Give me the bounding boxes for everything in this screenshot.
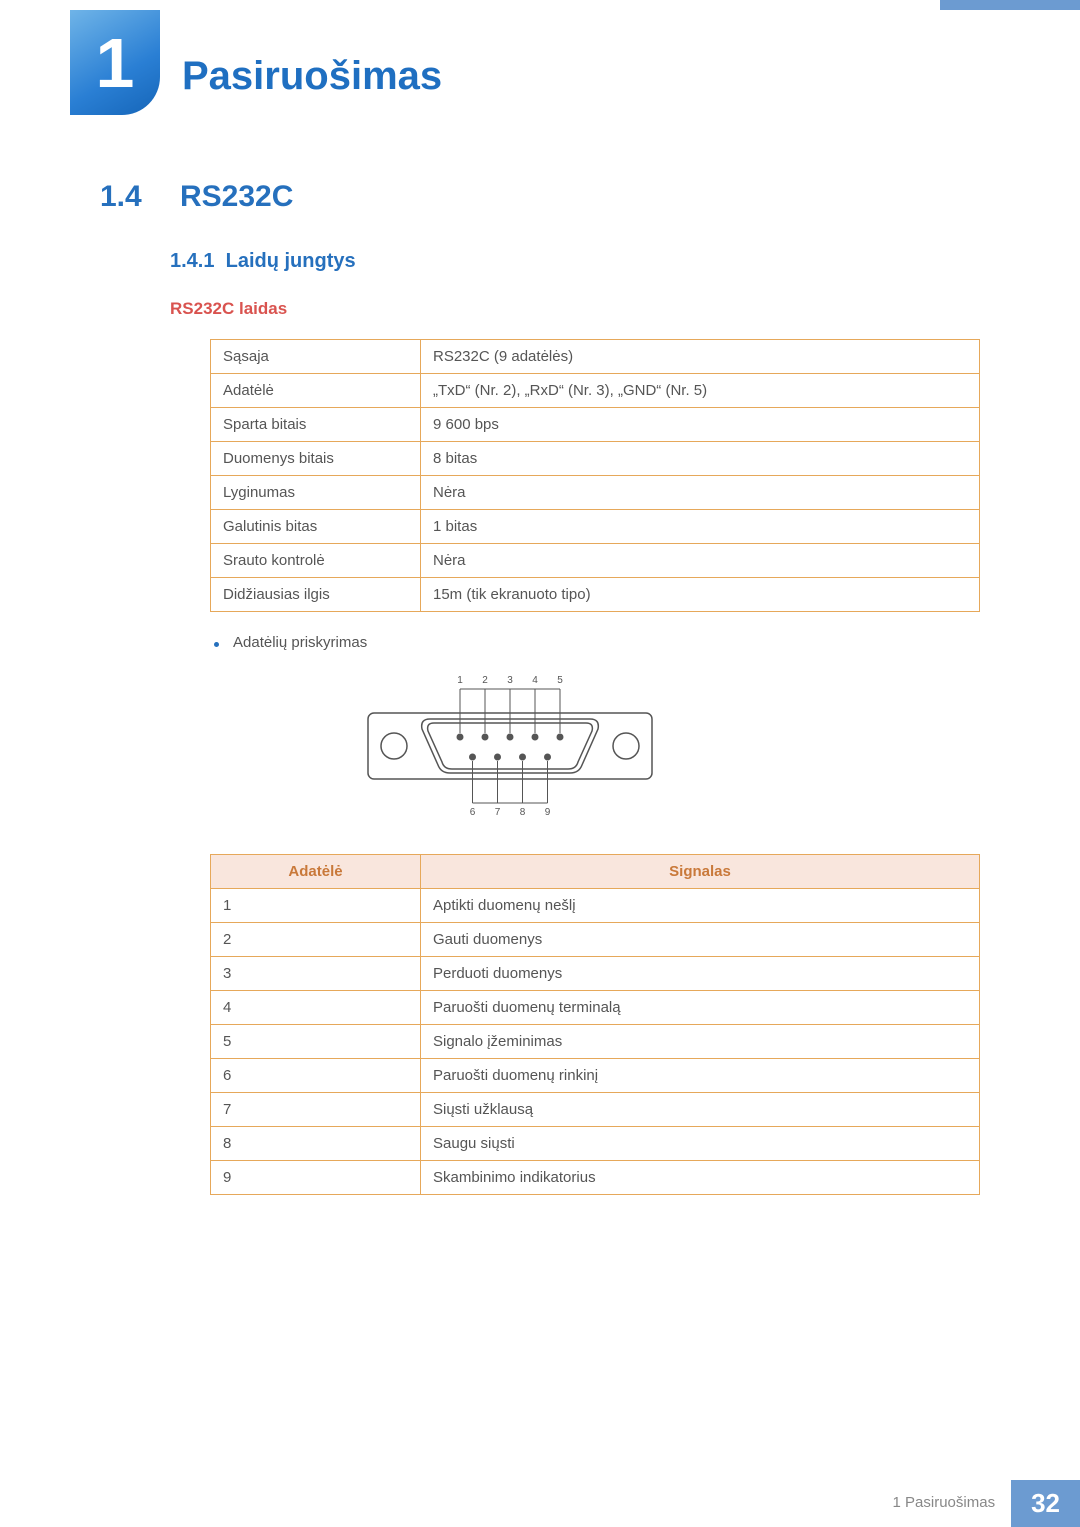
svg-text:7: 7 — [495, 807, 501, 818]
pin-signal: Paruošti duomenų terminalą — [421, 991, 980, 1025]
pin-signal: Siųsti užklausą — [421, 1093, 980, 1127]
subsection-heading: 1.4.1 Laidų jungtys — [100, 250, 980, 273]
pin-table-header-pin: Adatėlė — [211, 855, 421, 889]
spec-key: Galutinis bitas — [211, 510, 421, 544]
table-row: 1Aptikti duomenų nešlį — [211, 889, 980, 923]
table-row: 4Paruošti duomenų terminalą — [211, 991, 980, 1025]
subsection-number: 1.4.1 — [170, 250, 214, 272]
section-number: 1.4 — [100, 180, 180, 214]
spec-key: Sąsaja — [211, 340, 421, 374]
chapter-number-badge: 1 — [70, 10, 160, 115]
table-row: Didžiausias ilgis15m (tik ekranuoto tipo… — [211, 578, 980, 612]
pin-table-header-signal: Signalas — [421, 855, 980, 889]
table-row: SąsajaRS232C (9 adatėlės) — [211, 340, 980, 374]
pin-number: 5 — [211, 1025, 421, 1059]
table-row: 2Gauti duomenys — [211, 923, 980, 957]
spec-value: 15m (tik ekranuoto tipo) — [421, 578, 980, 612]
pin-number: 2 — [211, 923, 421, 957]
svg-text:1: 1 — [457, 675, 463, 686]
spec-table: SąsajaRS232C (9 adatėlės)Adatėlė„TxD“ (N… — [210, 339, 980, 612]
footer-text: 1 Pasiruošimas — [877, 1480, 1012, 1527]
bullet-item: Adatėlių priskyrimas — [210, 634, 980, 651]
pin-signal: Signalo įžeminimas — [421, 1025, 980, 1059]
table-row: 6Paruošti duomenų rinkinį — [211, 1059, 980, 1093]
table-row: 3Perduoti duomenys — [211, 957, 980, 991]
pin-number: 8 — [211, 1127, 421, 1161]
table-row: 8Saugu siųsti — [211, 1127, 980, 1161]
spec-key: Lyginumas — [211, 476, 421, 510]
spec-value: 1 bitas — [421, 510, 980, 544]
table-row: LyginumasNėra — [211, 476, 980, 510]
table-row: Galutinis bitas1 bitas — [211, 510, 980, 544]
spec-value: 9 600 bps — [421, 408, 980, 442]
svg-text:6: 6 — [470, 807, 476, 818]
spec-value: 8 bitas — [421, 442, 980, 476]
subsection-title: Laidų jungtys — [226, 250, 356, 272]
svg-text:8: 8 — [520, 807, 526, 818]
pin-table: Adatėlė Signalas 1Aptikti duomenų nešlį2… — [210, 854, 980, 1195]
pin-number: 4 — [211, 991, 421, 1025]
pin-signal: Paruošti duomenų rinkinį — [421, 1059, 980, 1093]
svg-text:3: 3 — [507, 675, 513, 686]
pin-signal: Aptikti duomenų nešlį — [421, 889, 980, 923]
spec-value: Nėra — [421, 476, 980, 510]
spec-key: Sparta bitais — [211, 408, 421, 442]
bullet-text: Adatėlių priskyrimas — [233, 634, 367, 651]
footer-page-number: 32 — [1011, 1480, 1080, 1527]
page-footer: 1 Pasiruošimas 32 — [0, 1480, 1080, 1527]
pin-signal: Gauti duomenys — [421, 923, 980, 957]
bullet-dot-icon — [214, 642, 219, 647]
spec-key: Srauto kontrolė — [211, 544, 421, 578]
page-content: 1.4RS232C 1.4.1 Laidų jungtys RS232C lai… — [0, 125, 1080, 1195]
block-title: RS232C laidas — [100, 299, 980, 319]
spec-key: Adatėlė — [211, 374, 421, 408]
section-heading: 1.4RS232C — [100, 180, 980, 214]
pin-number: 6 — [211, 1059, 421, 1093]
connector-diagram: 1 2 3 4 5 6 7 8 9 — [360, 665, 980, 830]
svg-text:9: 9 — [545, 807, 551, 818]
table-row: 7Siųsti užklausą — [211, 1093, 980, 1127]
section-title: RS232C — [180, 180, 293, 213]
table-row: Adatėlė„TxD“ (Nr. 2), „RxD“ (Nr. 3), „GN… — [211, 374, 980, 408]
pin-signal: Saugu siųsti — [421, 1127, 980, 1161]
pin-number: 3 — [211, 957, 421, 991]
spec-key: Duomenys bitais — [211, 442, 421, 476]
pin-number: 9 — [211, 1161, 421, 1195]
svg-text:5: 5 — [557, 675, 563, 686]
pin-number: 1 — [211, 889, 421, 923]
svg-text:4: 4 — [532, 675, 538, 686]
table-row: Sparta bitais9 600 bps — [211, 408, 980, 442]
spec-value: „TxD“ (Nr. 2), „RxD“ (Nr. 3), „GND“ (Nr.… — [421, 374, 980, 408]
table-row: 5Signalo įžeminimas — [211, 1025, 980, 1059]
spec-value: Nėra — [421, 544, 980, 578]
pin-signal: Perduoti duomenys — [421, 957, 980, 991]
top-accent-bar — [940, 0, 1080, 10]
table-row: Duomenys bitais8 bitas — [211, 442, 980, 476]
svg-text:2: 2 — [482, 675, 488, 686]
table-row: Srauto kontrolėNėra — [211, 544, 980, 578]
chapter-title: Pasiruošimas — [182, 54, 442, 99]
spec-value: RS232C (9 adatėlės) — [421, 340, 980, 374]
table-row: 9Skambinimo indikatorius — [211, 1161, 980, 1195]
spec-key: Didžiausias ilgis — [211, 578, 421, 612]
pin-signal: Skambinimo indikatorius — [421, 1161, 980, 1195]
pin-number: 7 — [211, 1093, 421, 1127]
chapter-header: 1 Pasiruošimas — [0, 0, 1080, 125]
